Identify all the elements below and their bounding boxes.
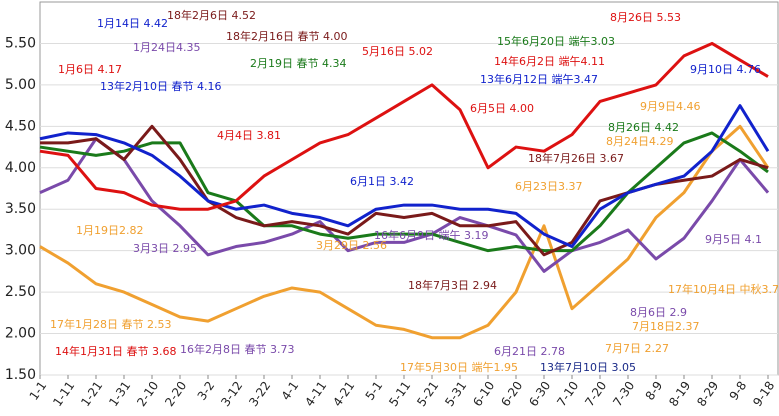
x-tick-label: 5-1 [363,379,386,403]
annotation: 8月6日 2.9 [630,306,687,319]
series-line [39,131,769,253]
x-tick-label: 7-10 [554,379,581,409]
y-tick-label: 4.00 [5,160,36,176]
annotation: 9月10日 4.76 [690,63,761,76]
annotation: 15年6月20日 端午3.03 [497,34,615,48]
x-tick-label: 2-10 [134,379,161,409]
x-tick-label: 6-20 [498,379,525,409]
y-tick-label: 3.00 [5,243,36,259]
y-tick-label: 4.50 [5,118,36,134]
annotation: 13年6月12日 端午3.47 [480,72,598,86]
x-tick-label: 7-20 [582,379,609,409]
x-tick-label: 5-31 [442,379,469,409]
x-tick-label: 6-30 [526,379,553,409]
x-tick-label: 8-19 [666,379,693,409]
annotation: 1月24日4.35 [133,41,201,54]
annotation: 16年2月8日 春节 3.73 [180,342,294,356]
annotation: 18年7月3日 2.94 [408,278,497,292]
annotation: 2月19日 春节 4.34 [250,57,346,70]
x-tick-label: 9-18 [750,379,777,409]
annotation: 18年2月6日 4.52 [167,8,256,22]
y-tick-label: 2.50 [5,284,36,300]
y-tick-label: 5.50 [5,35,36,51]
annotation: 7月7日 2.27 [605,342,669,355]
x-tick-label: 1-31 [106,379,133,409]
x-tick-label: 7-30 [610,379,637,409]
plot-area [39,1,779,376]
x-tick-label: 1-21 [78,379,105,409]
x-tick-label: 4-21 [330,379,357,409]
x-tick-label: 6-10 [470,379,497,409]
annotation: 6月5日 4.00 [470,102,534,115]
annotation: 18年7月26日 3.67 [528,151,624,165]
annotation: 4月4日 3.81 [217,129,281,142]
series-line [39,137,770,273]
x-tick-label: 8-9 [643,379,666,403]
x-tick-label: 3-2 [195,379,218,403]
annotation: 1月6日 4.17 [58,63,122,76]
annotation: 3月29日 2.56 [316,239,387,252]
x-tick-label: 3-22 [246,379,273,409]
annotation: 1月14日 4.42 [97,17,168,30]
annotation: 17年1月28日 春节 2.53 [50,317,171,331]
annotation: 13年2月10日 春节 4.16 [100,79,221,93]
y-tick-label: 3.50 [5,201,36,217]
x-tick-label: 4-1 [279,379,302,403]
annotation: 9月5日 4.1 [705,233,762,246]
annotation: 9月9日4.46 [640,100,701,113]
x-tick-label: 9-8 [727,379,750,403]
annotation: 16年6月9日 端午 3.19 [374,228,488,242]
x-tick-label: 8-29 [694,379,721,409]
annotation: 8月24日4.29 [606,135,674,148]
series-line [39,104,770,249]
annotation: 14年6月2日 端午4.11 [494,54,605,68]
series-line [39,124,770,340]
annotation: 6月23日3.37 [515,180,583,193]
annotation: 7月18日2.37 [632,320,700,333]
x-tick-label: 4-11 [302,379,329,409]
x-tick-label: 5-21 [414,379,441,409]
x-tick-label: 5-11 [386,379,413,409]
y-tick-label: 1.50 [5,367,36,383]
series-line [39,41,769,211]
annotation: 5月16日 5.02 [362,45,433,58]
annotation: 3月3日 2.95 [133,242,197,255]
x-tick-label: 3-12 [218,379,245,409]
annotation: 13年7月10日 3.05 [540,360,636,374]
annotation: 18年2月16日 春节 4.00 [226,29,347,43]
annotation: 6月21日 2.78 [494,345,565,358]
annotation: 17年5月30日 端午1.95 [400,360,518,374]
y-tick-label: 2.00 [5,326,36,342]
y-tick-label: 5.00 [5,77,36,93]
x-tick-label: 2-20 [162,379,189,409]
annotation: 8月26日 5.53 [610,11,681,24]
x-tick-label: 1-11 [50,379,77,409]
annotation: 8月26日 4.42 [608,121,679,134]
annotation: 14年1月31日 春节 3.68 [55,344,176,358]
annotation: 6月1日 3.42 [350,175,414,188]
annotation: 1月19日2.82 [76,224,144,237]
annotation: 17年10月4日 中秋3.76 [668,282,779,296]
